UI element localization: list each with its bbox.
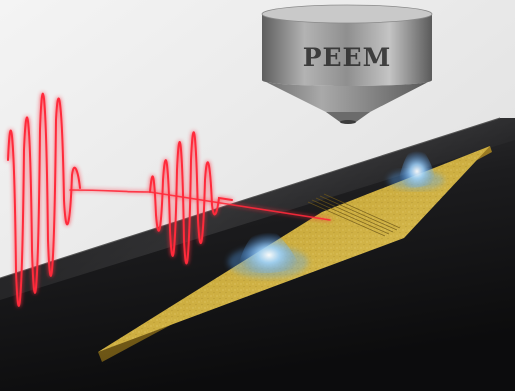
peem-label: PEEM: [303, 43, 392, 72]
